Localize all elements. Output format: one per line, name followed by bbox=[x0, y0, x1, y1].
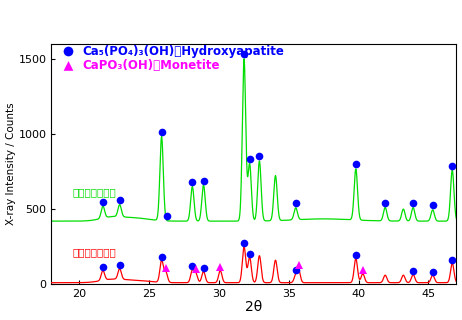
Y-axis label: X-ray Intensity / Counts: X-ray Intensity / Counts bbox=[6, 103, 16, 225]
X-axis label: 2θ: 2θ bbox=[245, 300, 262, 315]
Text: フッ化物応用後: フッ化物応用後 bbox=[72, 188, 116, 198]
Legend: Ca₅(PO₄)₃(OH)、Hydroxyapatite, CaPO₃(OH)、Monetite: Ca₅(PO₄)₃(OH)、Hydroxyapatite, CaPO₃(OH)、… bbox=[57, 45, 284, 72]
Text: フッ化物応用前: フッ化物応用前 bbox=[72, 247, 116, 257]
